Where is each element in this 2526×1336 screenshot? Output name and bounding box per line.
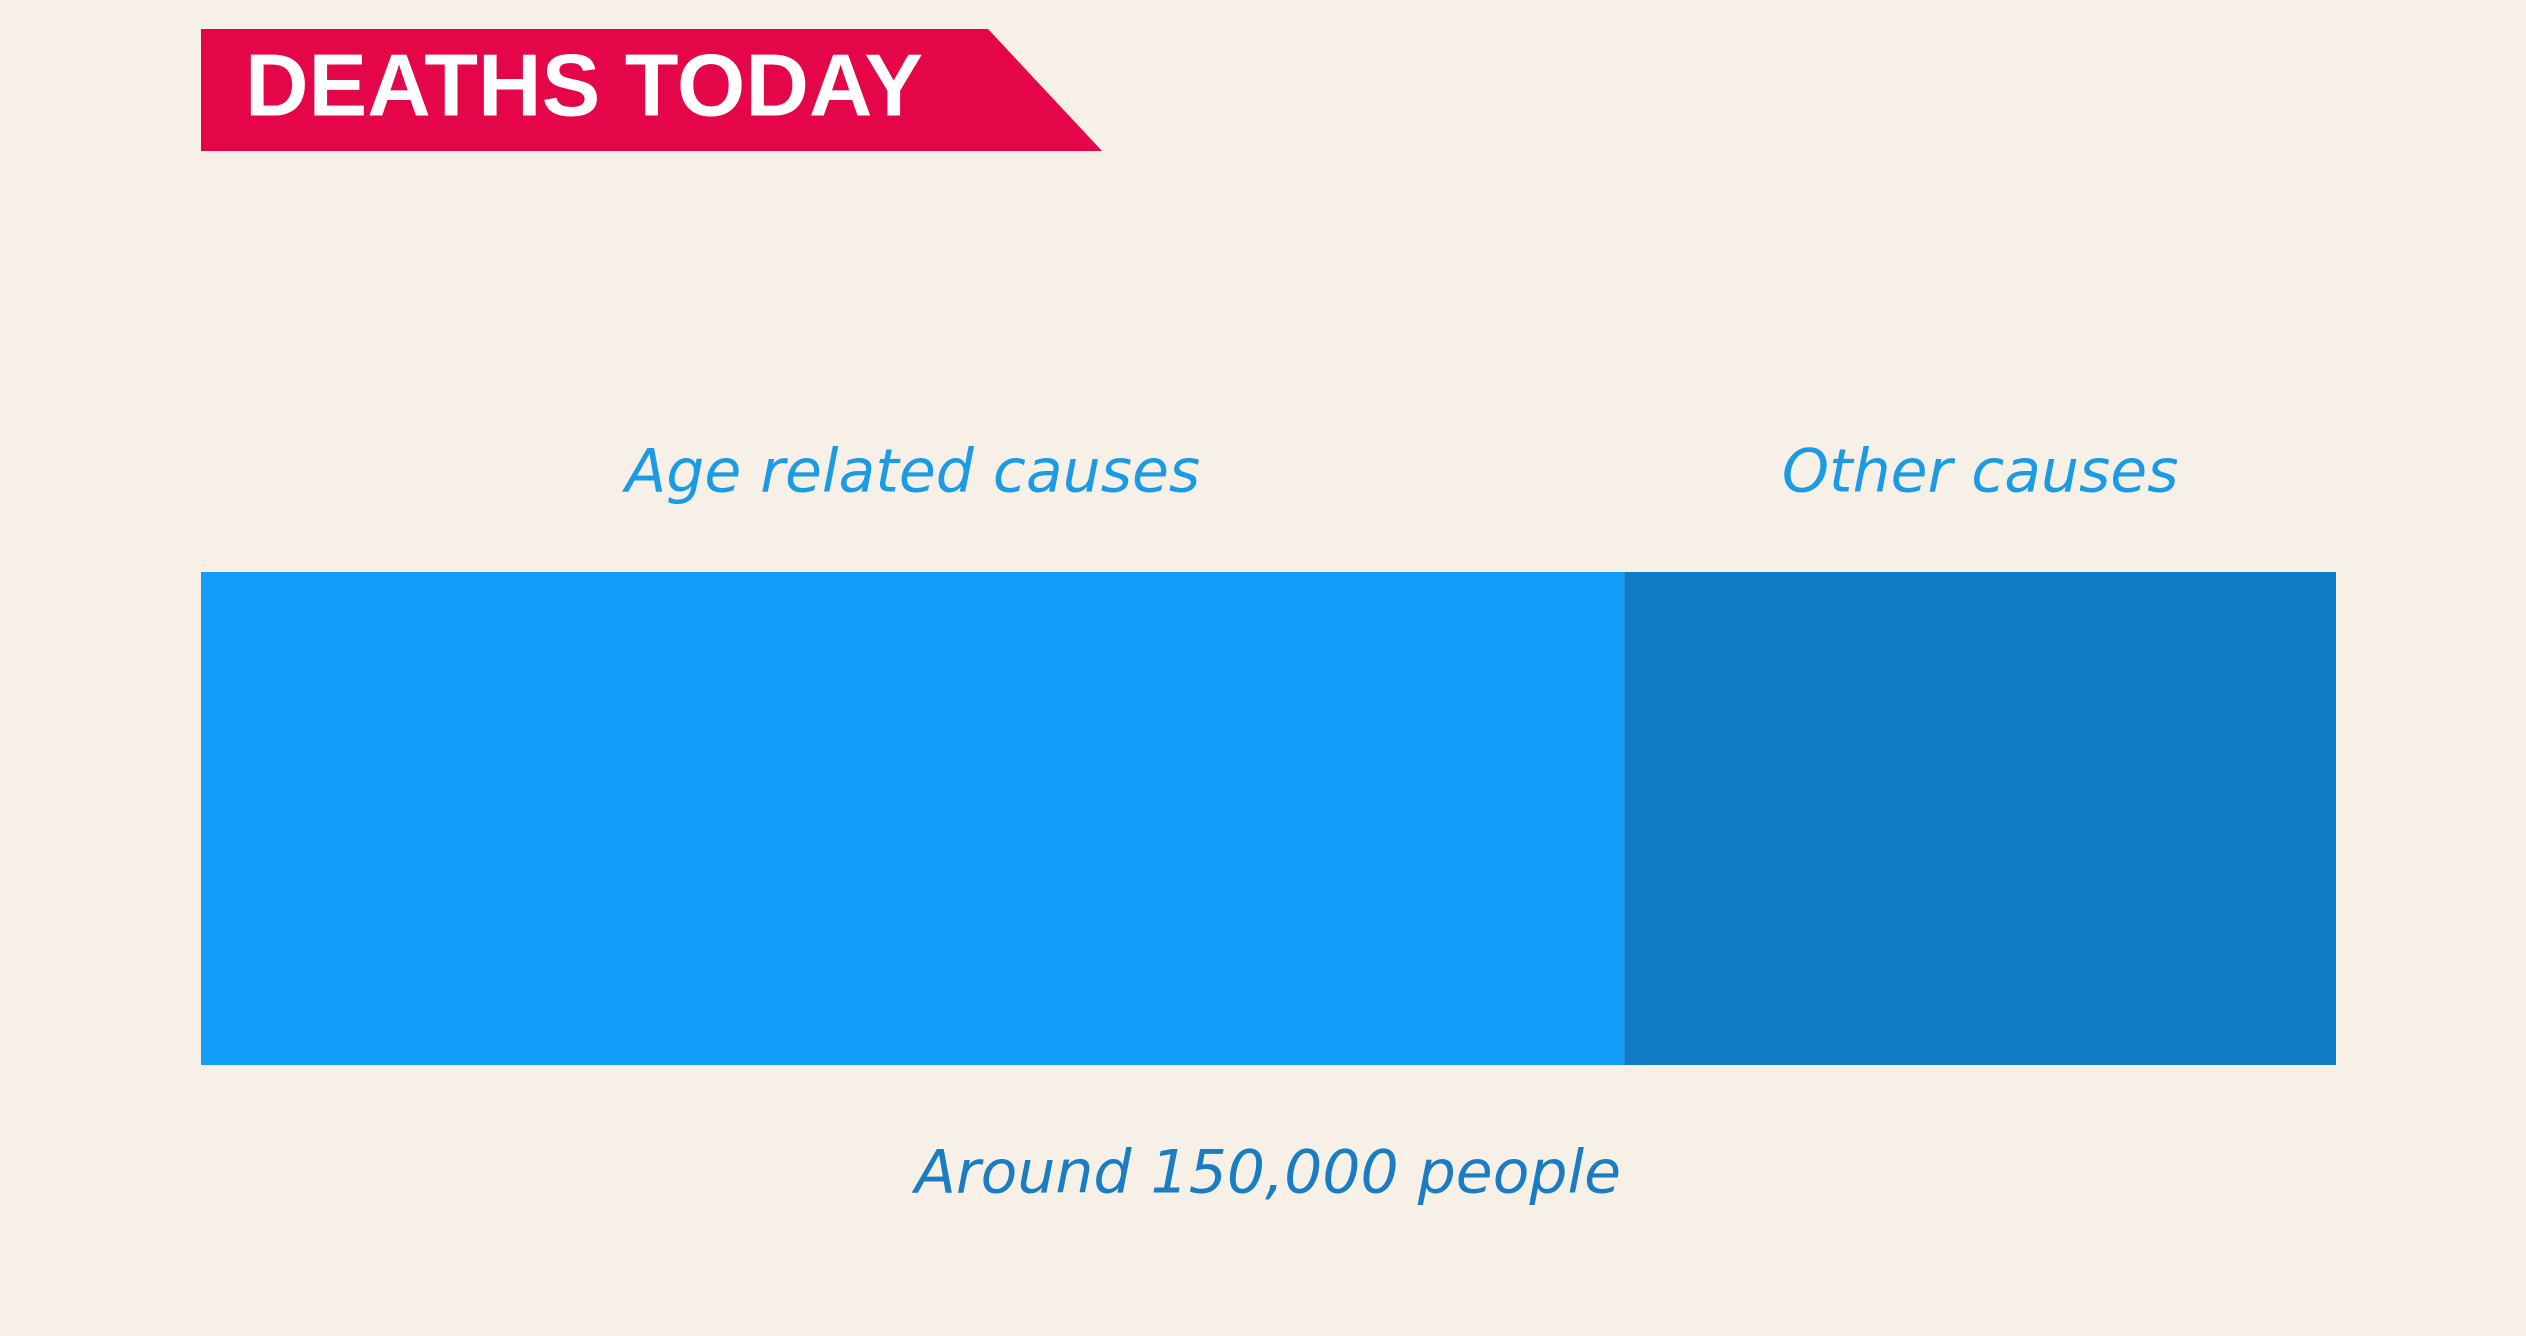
chart-title: DEATHS TODAY	[245, 35, 923, 134]
segment-label: Age related causes	[621, 437, 1200, 507]
bar-segment	[201, 572, 1625, 1065]
title-banner	[201, 29, 1102, 151]
segment-label: Other causes	[1782, 437, 2179, 507]
bar-segment	[1624, 572, 2336, 1065]
annotation: Around 150,000 people	[911, 1138, 1621, 1208]
